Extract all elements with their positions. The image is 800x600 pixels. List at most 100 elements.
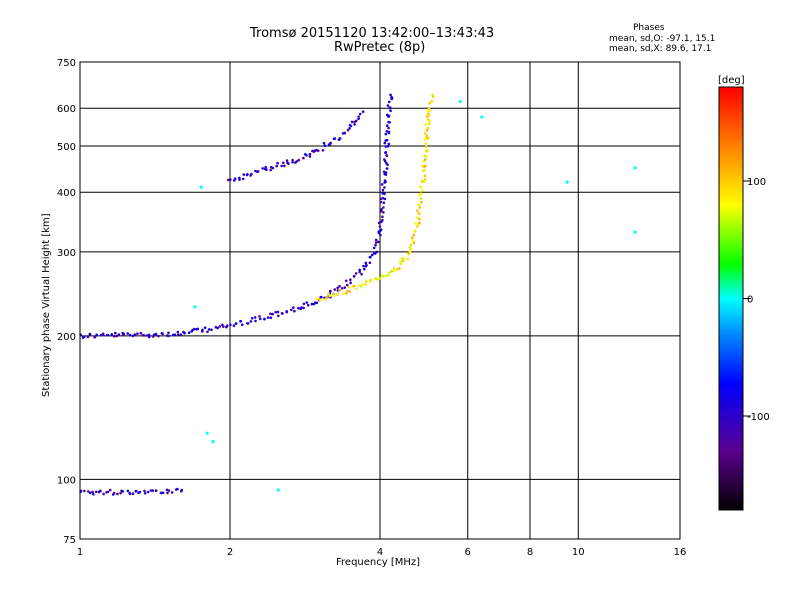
echo-point [297,306,300,310]
echo-point [374,243,377,247]
echo-point [348,290,352,293]
x-tick-label: 16 [674,547,687,558]
echo-point [302,306,305,310]
echo-point [354,272,358,275]
echo-point [362,264,365,268]
echo-point [332,294,336,297]
echo-point [177,333,180,337]
x-tick-label: 1 [77,547,83,558]
echo-point [142,334,146,337]
echo-point [384,145,388,148]
echo-point [349,124,353,128]
echo-point [259,317,262,321]
echo-point [302,302,306,306]
echo-point [292,306,295,309]
echo-point [271,166,275,170]
echo-point [234,322,238,325]
echo-point [176,330,180,334]
x-tick-label: 6 [465,547,471,558]
echo-point [328,142,332,146]
echo-point [387,100,391,104]
echo-point [430,99,434,103]
echo-point [102,492,105,496]
echo-point [340,287,344,290]
echo-point [380,183,384,186]
y-tick-label: 200 [57,332,76,343]
echo-point [216,326,219,330]
echo-point [383,181,386,184]
echo-point [232,324,236,328]
echo-point [151,489,154,492]
x-axis-label: Frequency [MHz] [336,557,421,568]
echo-point [138,490,142,494]
echo-point [417,212,421,215]
echo-point [254,319,257,323]
echo-point [157,334,160,338]
echo-point [183,331,186,335]
echo-point [233,179,236,182]
echo-point [427,122,431,126]
echo-point [343,131,347,135]
colorbar-ticks: 100 0 -100 [deg] [718,75,770,423]
x-tick-label: 4 [377,547,383,558]
echo-point [372,246,376,250]
echo-point [414,222,418,225]
echo-point [375,277,378,280]
echo-point [161,491,165,495]
echo-point [327,292,330,296]
echo-point [375,250,379,254]
echo-point [346,289,350,293]
echo-point [229,323,232,327]
echo-point [357,117,360,121]
echo-point [206,330,209,334]
echo-point [285,310,289,313]
echo-point [370,253,374,257]
y-tick-label: 600 [57,104,76,115]
echo-point [384,151,387,154]
echo-point [350,120,354,124]
echo-point [283,164,286,168]
echo-point [121,490,125,493]
echo-point [427,112,430,115]
echo-point [425,128,429,132]
colorbar-tick-label: 100 [747,177,766,188]
echo-point [358,270,362,274]
echo-point [246,322,250,325]
echo-point [378,225,382,228]
echo-point [275,164,279,168]
echo-point [418,217,421,221]
echo-point [106,333,109,337]
echo-point [424,123,428,126]
grid [80,62,680,539]
echo-point [423,180,426,184]
echo-point [324,297,327,301]
echo-point [167,334,170,338]
echo-point [116,492,119,496]
echo-point [345,291,348,295]
echo-point [306,303,310,307]
echo-point [387,274,390,277]
echo-point [344,279,348,283]
echo-point [343,286,347,289]
echo-point [258,315,261,318]
echo-point [388,106,392,110]
echo-point [322,141,326,145]
echo-point [227,178,230,182]
echo-point [426,126,430,130]
echo-point [419,192,423,195]
echo-point [425,134,429,138]
echo-point [265,168,268,171]
echo-point [81,336,85,339]
echo-point [427,107,431,110]
echo-point [170,491,174,494]
echo-point [291,160,294,164]
echo-point [425,115,429,118]
echo-point [211,440,215,444]
echo-point [249,320,253,323]
echo-point [115,334,118,338]
echo-point [276,310,280,314]
echo-point [323,144,327,147]
data-points [79,93,637,496]
echo-point [102,333,105,337]
